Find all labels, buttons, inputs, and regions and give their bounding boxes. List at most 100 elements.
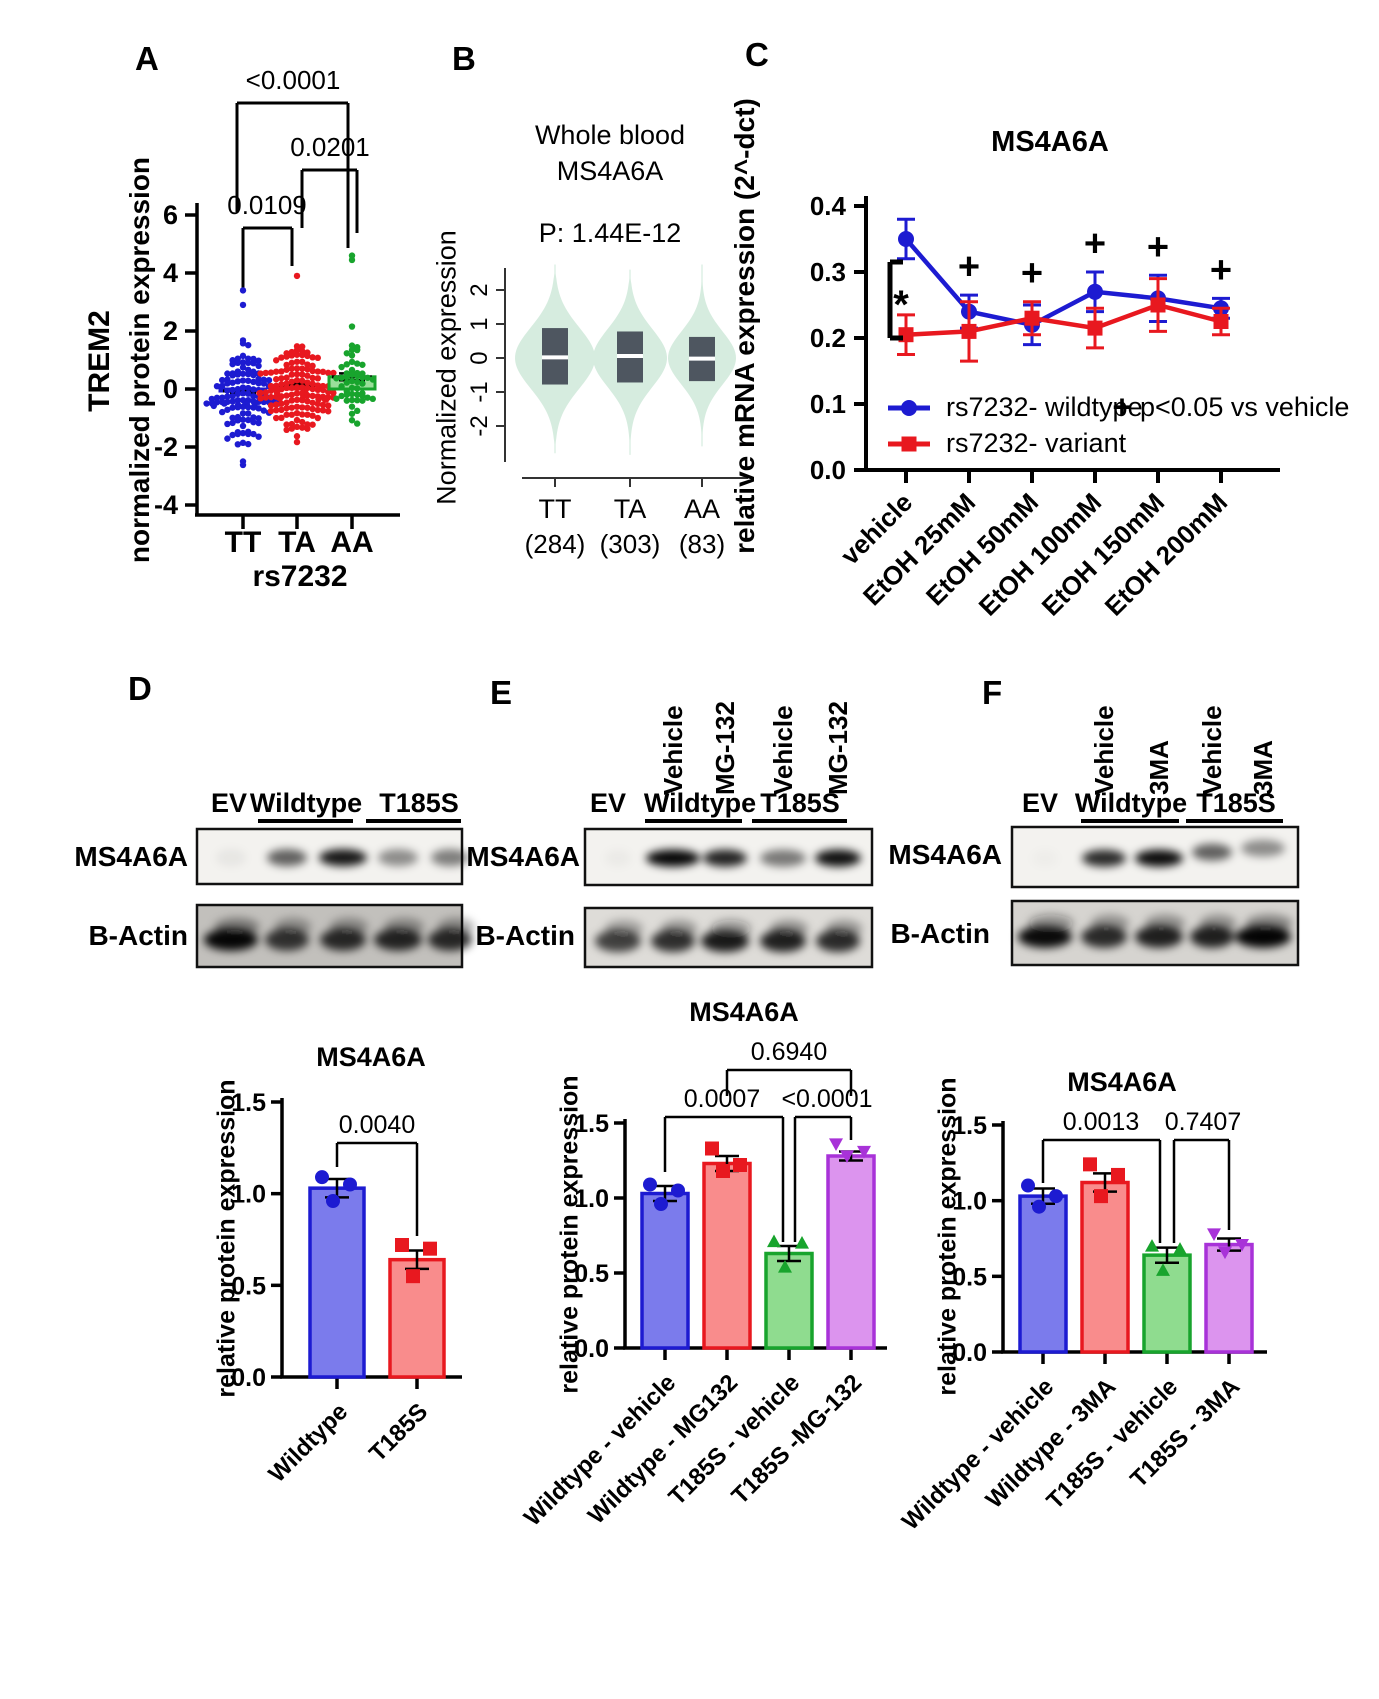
svg-text:TT: TT — [225, 526, 262, 559]
svg-text:0.0109: 0.0109 — [227, 190, 307, 220]
svg-text:Wildtype: Wildtype — [250, 788, 362, 818]
panel-b-ylabel: Normalized expression — [431, 230, 462, 505]
svg-text:Vehicle: Vehicle — [768, 705, 798, 795]
svg-text:TT: TT — [539, 494, 572, 524]
panel-e-blot-label-bactin: B-Actin — [475, 920, 575, 951]
panel-a-chart: -4 -2 0 2 4 6 TT TA AA 0.0109 0.0201 <0.0001 — [154, 65, 400, 559]
panel-d-label: D — [128, 670, 152, 707]
panel-a-ylabel: normalized protein expression — [124, 156, 155, 564]
svg-text:Vehicle: Vehicle — [1089, 705, 1119, 795]
svg-text:T185S: T185S — [379, 788, 459, 818]
svg-text:+: + — [1210, 249, 1232, 291]
svg-text:0: 0 — [163, 374, 178, 404]
svg-text:1.5: 1.5 — [574, 1110, 609, 1138]
panel-d-bar: 0.0 0.5 1.0 1.5 Wildtype T185S 0.0040 — [231, 1089, 462, 1488]
panel-c-title: MS4A6A — [991, 126, 1109, 158]
panel-d-blot: EV Wildtype T185S — [195, 788, 475, 969]
svg-text:<0.0001: <0.0001 — [246, 65, 341, 95]
svg-text:0.6940: 0.6940 — [751, 1038, 827, 1066]
svg-text:0.5: 0.5 — [952, 1263, 987, 1291]
panel-a-label: A — [135, 40, 159, 77]
svg-text:T185S - 3MA: T185S - 3MA — [1125, 1373, 1245, 1493]
svg-text:1.0: 1.0 — [574, 1185, 609, 1213]
svg-text:0.0007: 0.0007 — [684, 1085, 760, 1113]
svg-text:<0.0001: <0.0001 — [781, 1085, 872, 1113]
panel-c-ylabel: relative mRNA expression (2^-dct) — [729, 98, 760, 554]
svg-text:T185S: T185S — [760, 788, 840, 818]
svg-text:AA: AA — [330, 526, 373, 559]
panel-b-label: B — [452, 40, 476, 77]
panel-d-bar-ylabel: relative protein expression — [212, 1079, 241, 1398]
svg-text:+: + — [1147, 226, 1169, 268]
panel-b-chart: -2 -1 0 1 2 TT (284) TA (303) AA (83) — [466, 264, 748, 559]
svg-text:EV: EV — [590, 788, 626, 818]
svg-text:0: 0 — [466, 351, 493, 364]
svg-text:1.5: 1.5 — [231, 1089, 266, 1117]
panel-e-bar-title: MS4A6A — [689, 997, 799, 1027]
svg-text:EV: EV — [1022, 788, 1058, 818]
panel-f-blot-label-ms4a6a: MS4A6A — [888, 839, 1002, 870]
svg-text:TA: TA — [278, 526, 316, 559]
svg-text:T185S: T185S — [364, 1398, 433, 1467]
svg-text:1.5: 1.5 — [952, 1112, 987, 1140]
svg-text:Wildtype: Wildtype — [644, 788, 756, 818]
svg-text:6: 6 — [163, 200, 178, 230]
svg-text:0.5: 0.5 — [574, 1260, 609, 1288]
panel-a-ylabel-gene: TREM2 — [83, 310, 116, 412]
svg-text:rs7232- wildtype: rs7232- wildtype — [946, 392, 1143, 422]
svg-text:0.3: 0.3 — [810, 257, 846, 287]
svg-text:-2: -2 — [154, 432, 178, 462]
svg-text:EV: EV — [211, 788, 247, 818]
svg-text:2: 2 — [466, 283, 493, 296]
panel-e-label: E — [490, 674, 513, 711]
svg-text:rs7232- variant: rs7232- variant — [946, 428, 1127, 458]
svg-text:0.5: 0.5 — [231, 1272, 266, 1300]
panel-d-blot-label-ms4a6a: MS4A6A — [74, 841, 188, 872]
svg-text:0.0: 0.0 — [810, 455, 846, 485]
panel-f-bar-ylabel: relative protein expression — [933, 1077, 962, 1396]
svg-text:(284): (284) — [525, 529, 586, 559]
svg-text:0.2: 0.2 — [810, 323, 846, 353]
panel-e-bar-ylabel: relative protein expression — [555, 1075, 584, 1394]
svg-text:+: + — [1021, 253, 1043, 295]
svg-text:-2: -2 — [466, 415, 493, 436]
panel-b-title-line1: Whole blood — [534, 120, 686, 150]
svg-text:TA: TA — [614, 494, 647, 524]
svg-text:MG-132: MG-132 — [710, 701, 740, 795]
svg-text:Vehicle: Vehicle — [658, 705, 688, 795]
svg-text:1: 1 — [466, 317, 493, 330]
svg-text:(83): (83) — [679, 529, 725, 559]
svg-text:MG-132: MG-132 — [823, 701, 853, 795]
svg-text:T185S: T185S — [1196, 788, 1276, 818]
panel-a-xlabel: rs7232 — [252, 560, 348, 593]
svg-text:(303): (303) — [600, 529, 661, 559]
svg-text:0.4: 0.4 — [810, 191, 847, 221]
svg-text:-1: -1 — [466, 381, 493, 402]
svg-text:-4: -4 — [154, 490, 178, 520]
svg-text:0.7407: 0.7407 — [1165, 1108, 1241, 1136]
svg-text:+: + — [1084, 223, 1106, 265]
svg-text:4: 4 — [163, 258, 178, 288]
panel-c-label: C — [745, 36, 769, 73]
panel-f-blot-label-bactin: B-Actin — [890, 918, 990, 949]
svg-text:0.0: 0.0 — [231, 1364, 266, 1392]
panel-e-blot-label-ms4a6a: MS4A6A — [466, 841, 580, 872]
svg-text:0.0: 0.0 — [574, 1335, 609, 1363]
svg-text:p<0.05 vs vehicle: p<0.05 vs vehicle — [1140, 392, 1349, 422]
svg-text:*: * — [893, 283, 909, 327]
svg-text:0.1: 0.1 — [810, 389, 846, 419]
panel-d-blot-label-bactin: B-Actin — [88, 920, 188, 951]
svg-text:3MA: 3MA — [1248, 740, 1278, 795]
svg-text:0.0: 0.0 — [952, 1339, 987, 1367]
svg-text:AA: AA — [684, 494, 720, 524]
svg-text:1.0: 1.0 — [231, 1181, 266, 1209]
panel-f-label: F — [982, 674, 1003, 711]
svg-text:Wildtype: Wildtype — [264, 1398, 354, 1488]
svg-text:0.0201: 0.0201 — [290, 132, 370, 162]
svg-text:2: 2 — [163, 316, 178, 346]
svg-text:1.0: 1.0 — [952, 1188, 987, 1216]
